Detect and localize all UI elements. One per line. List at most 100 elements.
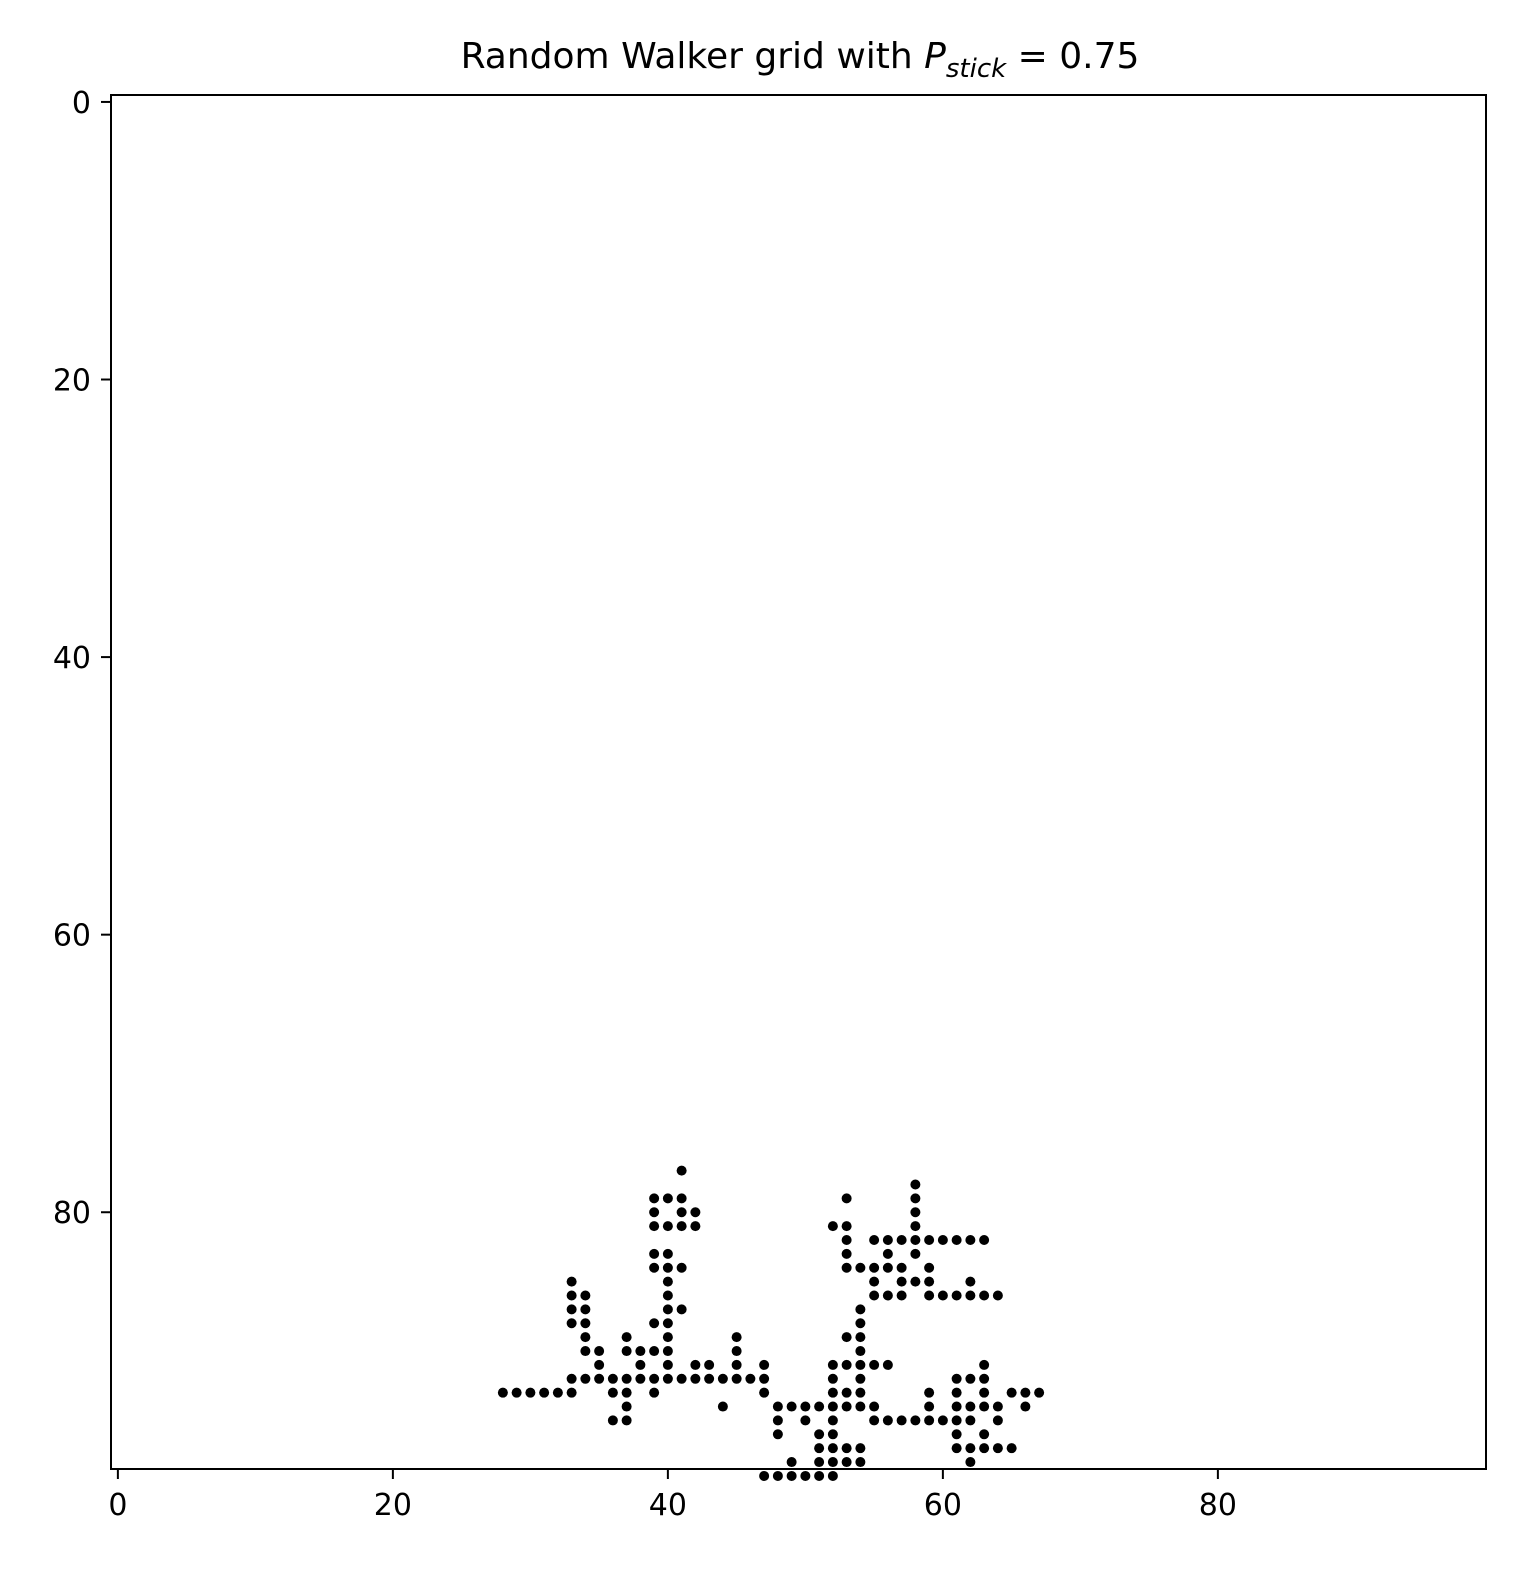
walker-point — [649, 1221, 660, 1232]
walker-point — [979, 1387, 990, 1398]
walker-point — [882, 1262, 893, 1273]
walker-point — [827, 1401, 838, 1412]
walker-point — [951, 1235, 962, 1245]
walker-point — [690, 1359, 701, 1370]
walker-point — [731, 1332, 742, 1343]
walker-point — [814, 1457, 825, 1468]
walker-point — [497, 1387, 508, 1398]
walker-point — [979, 1359, 990, 1370]
walker-point — [896, 1290, 907, 1301]
walker-point — [827, 1387, 838, 1398]
walker-point — [814, 1429, 825, 1440]
walker-point — [621, 1401, 632, 1412]
walker-point — [676, 1262, 687, 1273]
walker-point — [924, 1262, 935, 1273]
y-tick-label: 80 — [53, 1196, 91, 1231]
walker-point — [965, 1276, 976, 1287]
walker-point — [745, 1373, 756, 1384]
walker-point — [786, 1401, 797, 1412]
walker-points — [497, 1165, 1045, 1481]
walker-point — [662, 1276, 673, 1287]
walker-point — [814, 1401, 825, 1412]
walker-point — [662, 1248, 673, 1259]
walker-point — [800, 1415, 811, 1426]
walker-point — [882, 1235, 893, 1245]
x-tick-label: 0 — [108, 1488, 127, 1523]
walker-point — [662, 1304, 673, 1315]
walker-point — [827, 1457, 838, 1468]
walker-point — [951, 1373, 962, 1384]
walker-point — [676, 1373, 687, 1384]
walker-point — [649, 1346, 660, 1357]
walker-point — [979, 1290, 990, 1301]
walker-point — [855, 1387, 866, 1398]
walker-point — [552, 1387, 563, 1398]
walker-point — [965, 1415, 976, 1426]
walker-point — [676, 1221, 687, 1232]
x-tick-label: 60 — [924, 1488, 962, 1523]
walker-point — [992, 1443, 1003, 1454]
walker-point — [951, 1415, 962, 1426]
walker-point — [662, 1332, 673, 1343]
walker-point — [965, 1235, 976, 1245]
walker-point — [965, 1457, 976, 1468]
walker-point — [580, 1318, 591, 1329]
walker-point — [676, 1207, 687, 1218]
walker-point — [910, 1415, 921, 1426]
walker-point — [1006, 1443, 1017, 1454]
walker-point — [621, 1387, 632, 1398]
walker-point — [951, 1401, 962, 1412]
walker-point — [855, 1359, 866, 1370]
walker-point — [855, 1457, 866, 1468]
walker-point — [800, 1470, 811, 1481]
walker-point — [841, 1193, 852, 1204]
walker-point — [731, 1359, 742, 1370]
walker-point — [992, 1290, 1003, 1301]
walker-point — [937, 1290, 948, 1301]
walker-point — [951, 1290, 962, 1301]
y-tick-label: 20 — [53, 364, 91, 399]
walker-point — [1006, 1387, 1017, 1398]
walker-point — [924, 1235, 935, 1245]
walker-point — [607, 1415, 618, 1426]
walker-point — [992, 1401, 1003, 1412]
walker-point — [566, 1276, 577, 1287]
x-tick-label: 20 — [374, 1488, 412, 1523]
walker-point — [621, 1415, 632, 1426]
walker-point — [800, 1401, 811, 1412]
walker-point — [580, 1290, 591, 1301]
walker-point — [566, 1373, 577, 1384]
walker-point — [951, 1387, 962, 1398]
walker-point — [772, 1401, 783, 1412]
walker-point — [772, 1470, 783, 1481]
walker-point — [841, 1332, 852, 1343]
walker-point — [717, 1373, 728, 1384]
walker-point — [827, 1221, 838, 1232]
walker-point — [965, 1401, 976, 1412]
walker-point — [924, 1401, 935, 1412]
walker-point — [841, 1401, 852, 1412]
walker-point — [662, 1193, 673, 1204]
walker-point — [676, 1165, 687, 1176]
walker-point — [910, 1193, 921, 1204]
walker-point — [827, 1359, 838, 1370]
walker-point — [841, 1248, 852, 1259]
walker-point — [937, 1415, 948, 1426]
walker-point — [882, 1359, 893, 1370]
walker-point — [690, 1373, 701, 1384]
chart-title-symbol: P — [924, 36, 946, 77]
walker-point — [594, 1373, 605, 1384]
walker-point — [662, 1318, 673, 1329]
walker-point — [690, 1207, 701, 1218]
walker-point — [580, 1346, 591, 1357]
walker-point — [607, 1387, 618, 1398]
walker-point — [662, 1290, 673, 1301]
walker-point — [869, 1290, 880, 1301]
walker-point — [910, 1221, 921, 1232]
walker-point — [649, 1373, 660, 1384]
walker-point — [924, 1415, 935, 1426]
walker-point — [910, 1276, 921, 1287]
walker-point — [731, 1346, 742, 1357]
walker-point — [759, 1359, 770, 1370]
walker-point — [580, 1304, 591, 1315]
